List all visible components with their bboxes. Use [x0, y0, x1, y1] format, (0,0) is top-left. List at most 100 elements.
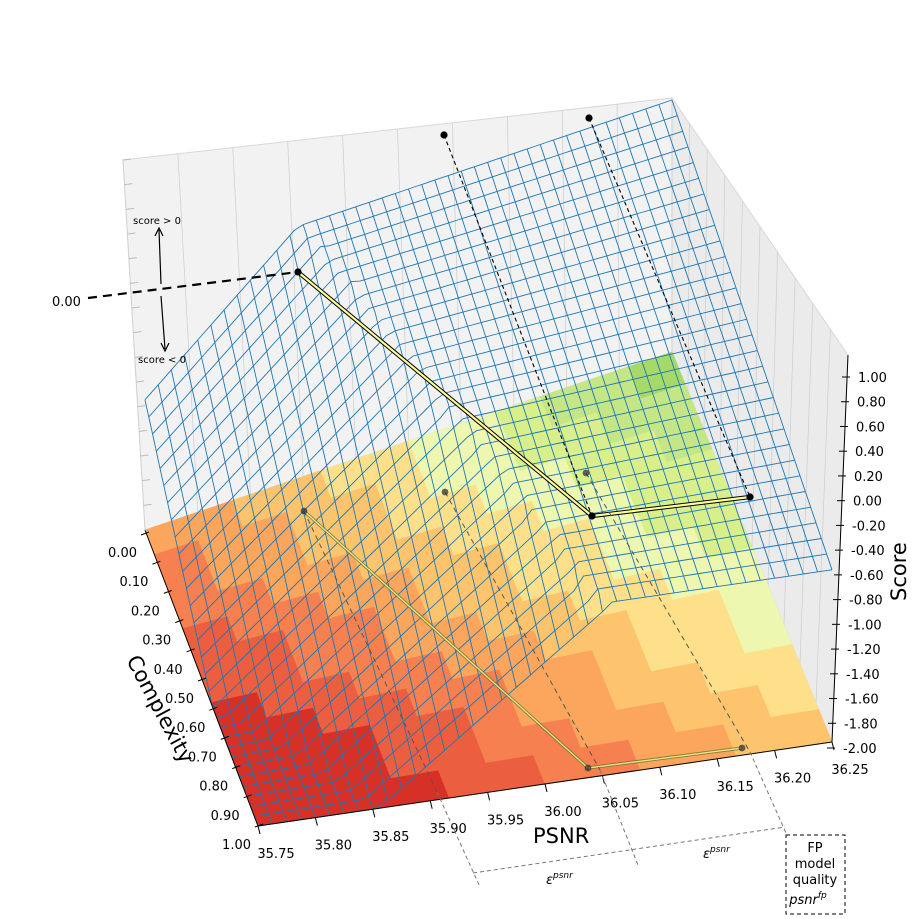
- back-tick: [127, 232, 136, 235]
- z-tick-label: -1.60: [845, 693, 879, 708]
- z-tick-label: 0.60: [856, 420, 885, 435]
- floor-point: [738, 744, 746, 752]
- x-tick: [544, 783, 548, 793]
- mesh-line: [189, 287, 737, 606]
- back-tick: [130, 281, 139, 284]
- pane-gridline: [561, 110, 567, 388]
- epsilon-tick-left: [436, 791, 481, 888]
- floor-point: [300, 507, 308, 515]
- x-tick-label: 36.00: [544, 805, 581, 820]
- z-tick-label: 0.80: [857, 396, 886, 411]
- floor-dashed-line: [444, 491, 601, 771]
- z-tick-label: -1.80: [844, 717, 878, 732]
- z-tick-label: 0.00: [853, 495, 882, 510]
- pane-gridline: [687, 123, 690, 392]
- back-tick: [134, 355, 143, 358]
- mesh-line: [250, 538, 822, 807]
- arrow-up-head: [154, 226, 164, 237]
- y-tick-label: 0.90: [211, 809, 240, 824]
- y-tick-label: 0.80: [199, 780, 228, 795]
- back-tick: [140, 454, 149, 457]
- arrow-up: [158, 229, 162, 285]
- y-tick-label: 0.10: [119, 575, 148, 590]
- mesh-line: [227, 444, 790, 748]
- z-tick-label: 1.00: [858, 371, 887, 386]
- x-tick-label: 36.10: [659, 788, 696, 803]
- mesh-line: [171, 209, 710, 521]
- x-tick: [716, 758, 720, 767]
- x-tick: [659, 767, 663, 776]
- zero-level-dashed-line: [87, 270, 299, 300]
- mesh-line: [152, 130, 683, 435]
- path-point: [294, 268, 302, 276]
- mesh-line: [174, 224, 715, 538]
- z-tick-label: -1.40: [846, 668, 880, 683]
- back-tick: [128, 257, 137, 260]
- pane-gridline: [397, 128, 409, 442]
- x-tick: [372, 809, 376, 818]
- x-tick: [257, 825, 261, 835]
- mesh-line: [193, 303, 742, 624]
- pane-gridline: [342, 135, 357, 459]
- mesh-line: [159, 162, 694, 469]
- x-tick: [487, 792, 491, 801]
- mesh-line: [182, 256, 726, 572]
- epsilon-annotation: εpsnr εpsnr: [436, 751, 791, 888]
- mesh-line: [235, 475, 801, 768]
- score-direction-annotation: score > 0 score < 0: [133, 216, 186, 366]
- projection-dashed-line: [588, 117, 751, 498]
- x-tick: [831, 741, 835, 751]
- pane-gridline: [703, 149, 708, 431]
- back-tick: [137, 405, 146, 408]
- axes: 35.75 35.80 35.85 35.90 35.95 36.00 36.05 36.10…: [108, 158, 887, 862]
- pane-grid: [122, 98, 849, 743]
- x-tick-label: 36.05: [602, 797, 639, 812]
- arrow-down-head: [160, 342, 170, 353]
- pane-gridline: [799, 303, 814, 665]
- fp-box-line-1: FP: [807, 841, 822, 856]
- back-tick: [139, 429, 148, 432]
- z-axis-line: [831, 354, 849, 743]
- back-tick: [131, 306, 140, 309]
- floor-point: [584, 764, 592, 772]
- back-tick: [124, 183, 133, 186]
- path-point: [440, 131, 448, 139]
- y-tick-label: 0.20: [131, 604, 160, 619]
- z-axis-title: Score: [887, 542, 911, 601]
- y-tick: [232, 765, 241, 770]
- fp-model-quality-box: FP model quality psnrfp: [785, 834, 846, 915]
- zero-level-label: 0.00: [52, 295, 81, 310]
- y-tick: [243, 794, 252, 799]
- z-tick-label: -2.00: [843, 742, 877, 757]
- path-point: [746, 493, 754, 501]
- x-tick-label: 36.15: [717, 780, 754, 795]
- mesh-line: [178, 240, 721, 555]
- mesh-line: [167, 193, 705, 504]
- y-tick-label: 0.50: [165, 692, 194, 707]
- mesh-line: [155, 146, 689, 452]
- back-tick: [143, 503, 152, 506]
- z-tick-label: -1.20: [847, 643, 881, 658]
- back-tick: [125, 207, 134, 210]
- mesh-line: [254, 553, 827, 817]
- fp-box-line-2: model: [795, 857, 835, 872]
- x-tick-label: 35.75: [257, 847, 294, 862]
- pane-gridline: [506, 116, 515, 406]
- score-negative-label: score < 0: [138, 355, 186, 366]
- y-tick-label: 0.00: [108, 546, 137, 561]
- z-tick-label: -0.80: [849, 594, 883, 609]
- y-axis-line: [144, 529, 259, 827]
- pane-gridline: [452, 122, 462, 424]
- y-tick: [140, 531, 150, 536]
- mesh-line: [201, 334, 753, 658]
- mesh-line: [204, 350, 758, 675]
- x-tick: [429, 800, 433, 809]
- mesh-line: [186, 271, 731, 589]
- pane-gridline: [616, 104, 620, 370]
- mesh-line: [148, 115, 678, 418]
- mesh-line: [197, 318, 747, 641]
- fp-box-line-4: psnrfp: [788, 891, 827, 908]
- x-tick-label: 36.25: [831, 763, 868, 778]
- back-tick: [136, 380, 145, 383]
